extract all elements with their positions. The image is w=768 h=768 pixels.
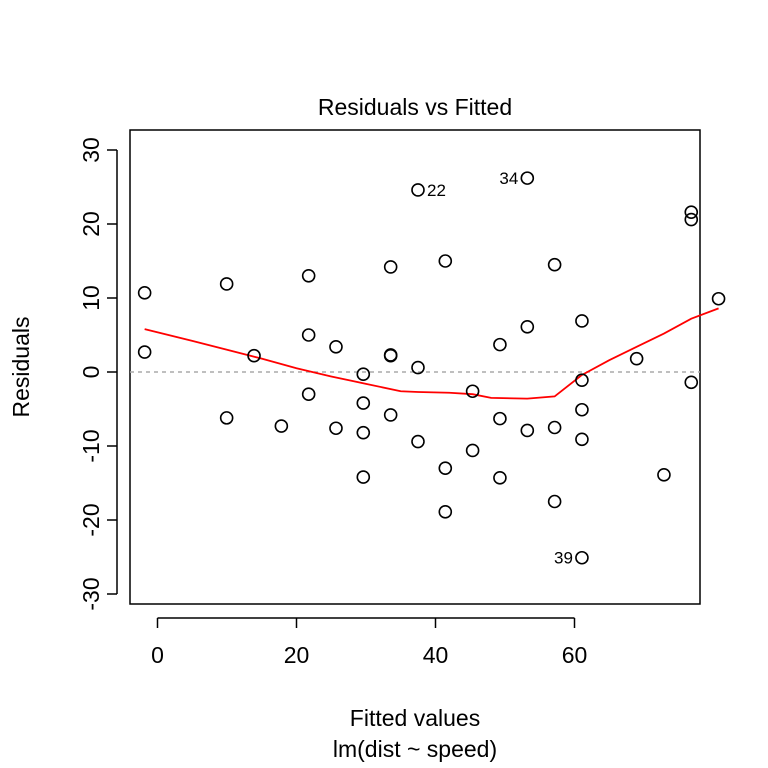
data-point bbox=[411, 360, 425, 375]
data-point bbox=[575, 402, 589, 417]
data-point bbox=[137, 286, 152, 300]
x-axis: 0 20 40 60 bbox=[151, 617, 588, 668]
data-point bbox=[383, 408, 398, 422]
data-point bbox=[301, 387, 316, 402]
x-tick-label: 60 bbox=[562, 642, 588, 668]
data-point bbox=[684, 205, 699, 219]
data-point bbox=[329, 421, 343, 436]
data-point bbox=[575, 373, 589, 387]
data-point bbox=[438, 505, 453, 519]
y-axis: -30 -20 -10 0 10 20 30 bbox=[78, 137, 118, 611]
data-point bbox=[547, 257, 562, 272]
data-point bbox=[383, 260, 398, 274]
data-point bbox=[520, 423, 535, 438]
data-point bbox=[411, 183, 425, 197]
data-point bbox=[438, 461, 453, 476]
data-point bbox=[301, 268, 316, 283]
data-point bbox=[493, 471, 507, 485]
data-point bbox=[329, 340, 343, 354]
data-point bbox=[219, 277, 234, 291]
y-tick-label: 0 bbox=[78, 366, 104, 379]
data-point bbox=[137, 345, 152, 359]
data-point bbox=[383, 348, 398, 363]
data-point bbox=[493, 337, 507, 352]
smooth-line bbox=[144, 307, 719, 400]
data-point bbox=[247, 348, 261, 363]
points-group bbox=[137, 171, 726, 565]
smooth-line-group bbox=[144, 307, 719, 400]
plot-frame bbox=[129, 129, 701, 605]
y-tick-label: -30 bbox=[78, 577, 104, 610]
data-point bbox=[520, 320, 535, 334]
point-label-22: 22 bbox=[427, 181, 446, 200]
data-point bbox=[356, 470, 371, 484]
data-point bbox=[547, 420, 562, 435]
point-label-34: 34 bbox=[499, 169, 518, 188]
data-point bbox=[356, 367, 371, 382]
y-tick-label: 20 bbox=[78, 211, 104, 237]
data-point bbox=[629, 351, 644, 366]
x-tick-label: 20 bbox=[284, 642, 310, 668]
data-point bbox=[575, 550, 589, 565]
data-point bbox=[301, 328, 316, 342]
data-point bbox=[520, 171, 535, 185]
data-point bbox=[684, 375, 699, 390]
data-point bbox=[575, 432, 589, 447]
data-point bbox=[493, 411, 507, 426]
point-labels-group: 22 34 39 bbox=[427, 169, 573, 568]
data-point bbox=[411, 434, 425, 449]
x-tick-label: 0 bbox=[151, 642, 164, 668]
data-point bbox=[547, 494, 562, 509]
data-point bbox=[575, 314, 589, 328]
data-point bbox=[465, 384, 480, 399]
x-axis-label: Fitted values bbox=[350, 705, 480, 731]
chart-title: Residuals vs Fitted bbox=[318, 94, 512, 120]
data-point bbox=[356, 425, 371, 440]
chart-subtitle: lm(dist ~ speed) bbox=[333, 736, 497, 762]
data-point bbox=[274, 419, 289, 433]
point-label-39: 39 bbox=[554, 549, 573, 568]
data-point bbox=[356, 396, 371, 410]
y-tick-label: 30 bbox=[78, 137, 104, 163]
y-tick-label: -20 bbox=[78, 503, 104, 536]
y-tick-label: -10 bbox=[78, 429, 104, 462]
y-tick-label: 10 bbox=[78, 285, 104, 311]
y-axis-label: Residuals bbox=[8, 317, 34, 418]
x-tick-label: 40 bbox=[423, 642, 449, 668]
data-point bbox=[711, 291, 726, 306]
data-point bbox=[438, 254, 453, 268]
data-point bbox=[219, 411, 234, 425]
data-point bbox=[465, 443, 480, 458]
data-point bbox=[684, 212, 699, 227]
data-point bbox=[657, 468, 671, 482]
